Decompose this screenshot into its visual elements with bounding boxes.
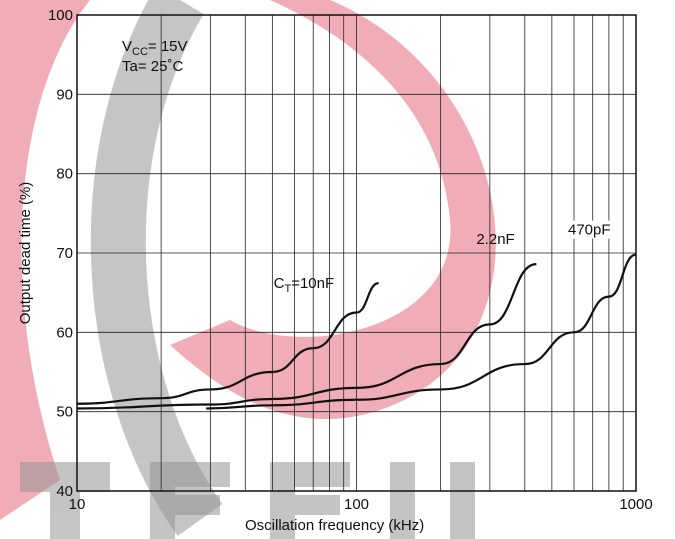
x-tick-label: 10 <box>69 496 86 513</box>
annotation: VCC= 15V <box>122 38 188 58</box>
plot-frame <box>76 14 637 492</box>
series-line <box>206 253 637 410</box>
x-tick-label: 100 <box>344 496 369 513</box>
annotation-sub: CC <box>132 46 148 58</box>
y-axis-label: Output dead time (%) <box>17 182 34 325</box>
y-tick-label: 60 <box>56 324 73 341</box>
watermark <box>0 0 496 539</box>
x-tick-label: 1000 <box>619 496 652 513</box>
y-tick-label: 70 <box>56 245 73 262</box>
series-label: 470pF <box>568 222 611 239</box>
series-label: CT=10nF <box>274 275 335 295</box>
label-background <box>565 220 621 239</box>
y-tick-label: 90 <box>56 86 73 103</box>
y-tick-label: 100 <box>48 7 73 24</box>
annotation-main: V <box>122 38 132 55</box>
series-label-main: C <box>274 275 285 292</box>
series-label-rest: =10nF <box>291 275 334 292</box>
x-axis-label: Oscillation frequency (kHz) <box>245 517 424 534</box>
annotation: Ta= 25˚C <box>122 58 183 75</box>
y-tick-label: 50 <box>56 404 73 421</box>
series-label-sub: T <box>284 283 291 295</box>
y-tick-label: 80 <box>56 166 73 183</box>
annotation-rest: = 15V <box>148 38 188 55</box>
series-line <box>76 282 379 405</box>
series-label: 2.2nF <box>476 231 514 248</box>
y-tick-label: 40 <box>56 483 73 500</box>
series-line <box>76 263 537 410</box>
